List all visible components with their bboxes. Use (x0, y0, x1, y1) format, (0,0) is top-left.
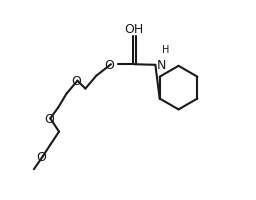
Text: O: O (71, 75, 81, 88)
Text: OH: OH (124, 23, 144, 36)
Text: O: O (44, 112, 54, 125)
Text: O: O (104, 58, 114, 71)
Text: H: H (162, 45, 170, 55)
Text: O: O (36, 151, 46, 164)
Text: N: N (156, 59, 166, 72)
